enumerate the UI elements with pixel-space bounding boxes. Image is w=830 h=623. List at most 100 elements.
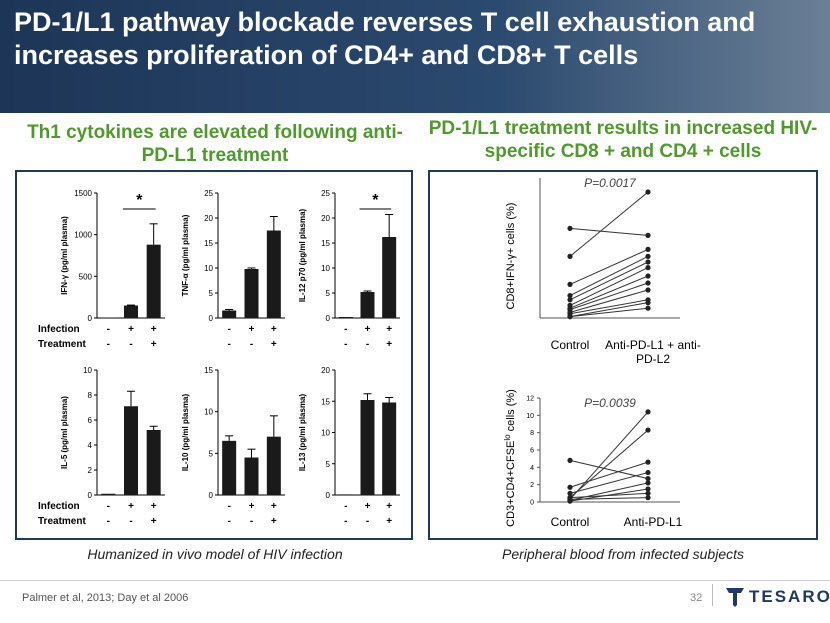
control-point (567, 293, 573, 299)
y-tick-label: 15 (204, 239, 213, 248)
condition-mark: - (129, 339, 132, 350)
pair-line (569, 459, 649, 480)
divider (712, 584, 713, 606)
y-tick-label: 0 (88, 491, 93, 500)
left-caption: Humanized in vivo model of HIV infection (87, 546, 343, 562)
bar (338, 317, 353, 318)
bar (244, 457, 259, 495)
left-panel (15, 170, 413, 540)
treated-point (645, 265, 651, 271)
treated-point (645, 280, 651, 286)
p-value: P=0.0039 (584, 396, 636, 410)
error-bar (385, 397, 394, 403)
y-tick-label: 5 (209, 449, 214, 458)
treated-point (645, 476, 651, 482)
y-tick-label: 12 (526, 396, 534, 403)
pair-line (569, 267, 649, 306)
condition-mark: - (227, 516, 230, 527)
y-tick-label: 10 (204, 408, 213, 417)
condition-mark: + (128, 324, 134, 335)
bar (382, 237, 397, 318)
control-point (567, 281, 573, 287)
error-bar (269, 216, 278, 231)
treated-point (645, 469, 651, 476)
y-axis-label-sup: lo (503, 434, 512, 441)
y-tick-label: 1500 (74, 189, 92, 198)
bar (222, 310, 237, 318)
error-bar (363, 290, 372, 292)
y-tick-label: 20 (204, 214, 213, 223)
y-tick-label: 15 (321, 239, 330, 248)
treated-point (645, 490, 651, 496)
y-tick-label: 4 (88, 441, 93, 450)
y-axis-label: IL-13 (pg/ml plasma) (298, 393, 307, 471)
citation: Palmer et al, 2013; Day et al 2006 (22, 592, 189, 604)
treated-point (645, 480, 651, 486)
treated-point (645, 259, 651, 265)
bar (101, 493, 116, 495)
condition-mark: + (128, 501, 134, 512)
y-tick-label: 10 (83, 366, 92, 375)
y-tick-label: 10 (204, 264, 213, 273)
pair-line (569, 307, 649, 318)
condition-mark: - (366, 339, 369, 350)
y-axis-label: CD8+IFN-γ+ cells (%) (505, 203, 517, 310)
control-point (567, 314, 573, 320)
y-tick-label: 2 (88, 466, 93, 475)
row-label: Treatment (38, 339, 86, 350)
control-point (567, 297, 573, 303)
condition-mark: + (386, 516, 392, 527)
treated-point (645, 409, 651, 415)
y-tick-label: 20 (321, 214, 330, 223)
pair-line (569, 227, 649, 236)
y-tick-label: 25 (321, 189, 330, 198)
y-axis-label: IL-10 (pg/ml plasma) (181, 393, 190, 471)
condition-mark: - (107, 324, 110, 335)
bar (124, 305, 138, 318)
condition-mark: - (344, 501, 347, 512)
control-point (567, 484, 573, 490)
x-category-label: Control (550, 515, 590, 529)
pair-line (569, 275, 649, 309)
y-tick-label: 4 (530, 465, 534, 472)
y-tick-label: 6 (88, 416, 93, 425)
y-axis-label-text: CD8+IFN-γ+ cells (%) (505, 203, 517, 310)
treated-point (645, 189, 651, 195)
left-heading: Th1 cytokines are elevated following ant… (27, 122, 403, 166)
bar (360, 292, 375, 318)
y-axis-label: IL-5 (pg/ml plasma) (60, 396, 69, 469)
bar (338, 494, 353, 495)
row-label: Treatment (38, 516, 86, 527)
title-banner (0, 0, 830, 113)
treated-point (645, 300, 651, 306)
error-bar (363, 393, 372, 400)
y-axis-label: IL-12 p70 (pg/ml plasma) (298, 208, 307, 302)
y-tick-label: 0 (209, 491, 214, 500)
y-tick-label: 2 (530, 482, 534, 489)
y-tick-label: 500 (79, 272, 93, 281)
error-bar (149, 425, 158, 430)
condition-mark: - (107, 516, 110, 527)
condition-mark: + (386, 501, 392, 512)
condition-mark: - (366, 516, 369, 527)
treated-point (645, 253, 651, 259)
y-tick-label: 6 (530, 448, 534, 455)
page-number: 32 (690, 592, 703, 604)
condition-mark: + (151, 339, 157, 350)
treated-point (645, 305, 651, 311)
pair-line (569, 248, 649, 285)
right-panel (428, 170, 818, 540)
condition-mark: - (344, 324, 347, 335)
pair-line (569, 492, 649, 499)
significance-star: * (372, 192, 379, 209)
y-tick-label: 20 (321, 366, 330, 375)
pair-line (569, 261, 649, 301)
condition-mark: - (107, 501, 110, 512)
x-category-label: Anti-PD-L1 (623, 515, 683, 529)
error-bar (269, 415, 278, 437)
bar (266, 230, 281, 318)
y-tick-label: 5 (326, 460, 331, 469)
y-tick-label: 0 (326, 314, 331, 323)
control-point (567, 496, 573, 502)
